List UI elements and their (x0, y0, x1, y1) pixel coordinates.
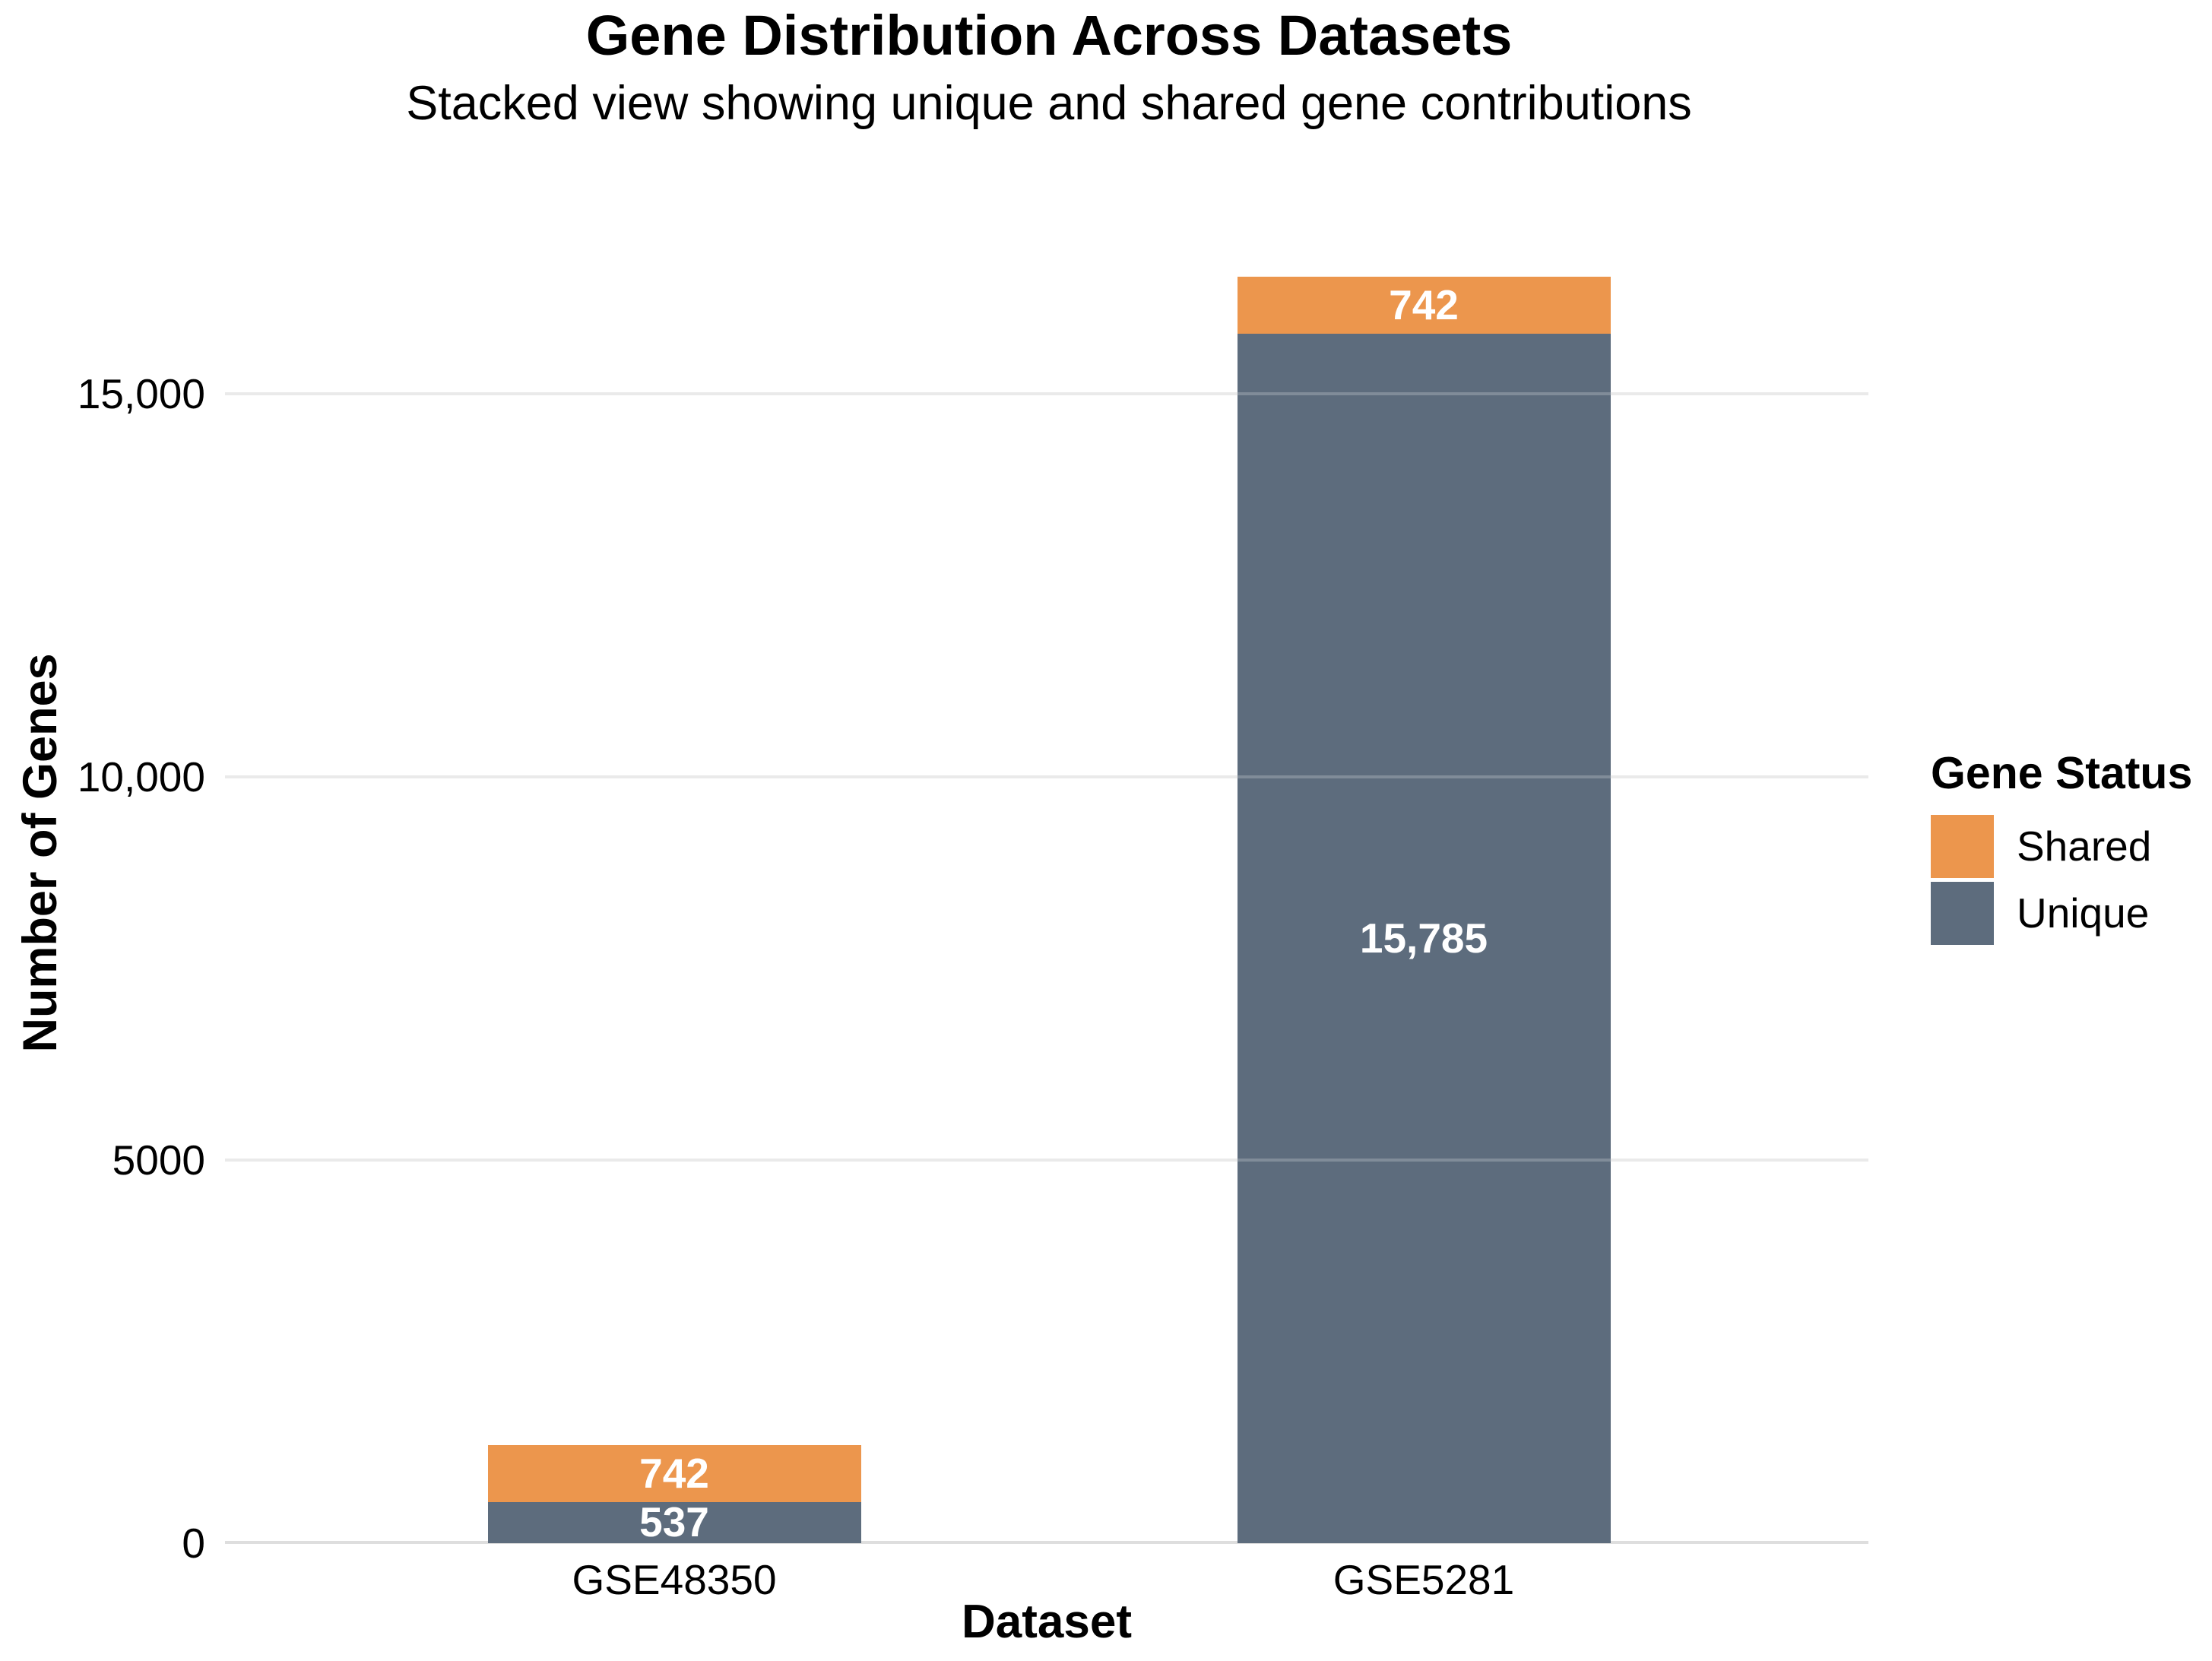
y-tick-label: 10,000 (77, 753, 205, 800)
gridline-overlay-10000 (225, 775, 1868, 778)
legend-title: Gene Status (1931, 748, 2193, 798)
legend-label: Shared (2017, 823, 2152, 870)
bar-value-label: 742 (1389, 281, 1459, 328)
bar-segment-unique-gse48350: 537 (487, 1498, 861, 1546)
legend-swatch-shared (1931, 814, 1994, 878)
chart-subtitle: Stacked view showing unique and shared g… (406, 77, 1692, 130)
legend-swatch-unique (1931, 881, 1994, 945)
y-axis-title: Number of Genes (14, 653, 67, 1053)
bar-value-label: 15,785 (1359, 914, 1488, 962)
y-tick-label: 15,000 (77, 370, 205, 417)
legend-entries: Shared Unique (1931, 814, 2192, 945)
legend-label: Unique (2017, 889, 2150, 937)
bar-value-label: 537 (639, 1498, 709, 1546)
x-axis-line (225, 1541, 1868, 1544)
legend-entry-unique: Unique (1931, 881, 2192, 945)
bar-segment-shared-gse5281: 742 (1237, 277, 1611, 334)
legend: Gene Status Shared Unique (1931, 746, 2192, 945)
x-axis-title: Dataset (962, 1596, 1132, 1648)
x-tick-label: GSE48350 (572, 1556, 777, 1603)
bar-segment-unique-gse5281: 15,785 (1237, 333, 1611, 1543)
gridline-10000 (225, 775, 1868, 778)
gridline-5000 (225, 1159, 1868, 1162)
gridline-overlay-15000 (225, 392, 1868, 395)
chart-title: Gene Distribution Across Datasets (585, 4, 1513, 67)
y-tick-label: 0 (182, 1520, 205, 1567)
gridline-overlay-5000 (225, 1159, 1868, 1162)
y-tick-label: 5000 (112, 1136, 205, 1184)
gridline-15000 (225, 392, 1868, 395)
x-tick-label: GSE5281 (1333, 1556, 1515, 1603)
bar-segment-shared-gse48350: 742 (487, 1445, 861, 1502)
legend-entry-shared: Shared (1931, 814, 2192, 878)
bar-value-label: 742 (639, 1449, 709, 1497)
